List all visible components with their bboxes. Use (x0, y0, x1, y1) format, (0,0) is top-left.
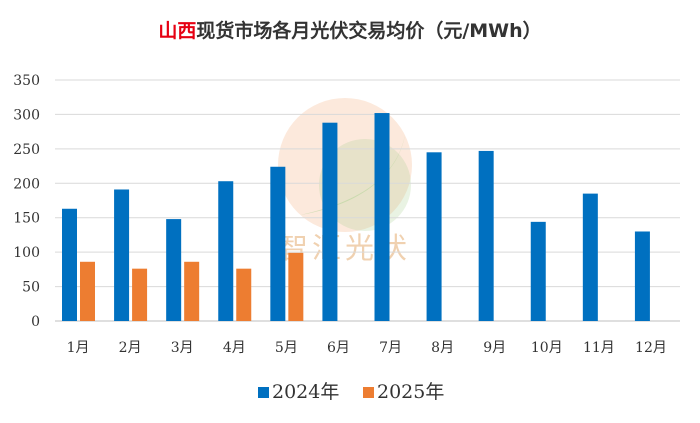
chart-title: 山西现货市场各月光伏交易均价（元/MWh） (0, 16, 700, 43)
bar-2025年-5月 (288, 252, 304, 321)
x-tick-label: 10月 (531, 340, 563, 356)
x-tick-label: 8月 (431, 340, 454, 356)
bar-2024年-4月 (218, 181, 234, 321)
legend-label-2025年: 2025年 (377, 381, 444, 403)
bar-2024年-2月 (114, 189, 130, 321)
x-tick-label: 11月 (583, 340, 615, 356)
y-tick-label: 100 (13, 245, 40, 261)
x-tick-label: 12月 (635, 340, 667, 356)
x-axis: 1月 2月 3月 4月 5月 6月 7月 8月 9月 10月 11月 12月 (67, 340, 667, 356)
legend-label-2024年: 2024年 (272, 381, 339, 403)
grid (55, 79, 680, 322)
bar-2024年-7月 (374, 113, 390, 322)
y-tick-label: 350 (13, 73, 40, 89)
y-tick-label: 250 (13, 142, 40, 158)
bar-2024年-1月 (62, 208, 77, 321)
y-tick-label: 150 (13, 211, 40, 227)
bars (62, 113, 650, 322)
x-tick-label: 5月 (275, 340, 298, 356)
bar-2024年-6月 (322, 122, 338, 321)
bar-2025年-1月 (80, 261, 95, 321)
x-tick-label: 7月 (379, 340, 402, 356)
y-tick-label: 200 (13, 176, 40, 192)
bar-2024年-12月 (634, 231, 650, 321)
bar-2024年-9月 (478, 150, 494, 321)
bar-2025年-4月 (236, 268, 252, 321)
x-tick-label: 3月 (171, 340, 194, 356)
legend-swatch-2024年 (258, 387, 269, 398)
bar-2024年-11月 (582, 193, 598, 321)
bar-2025年-3月 (184, 261, 200, 321)
watermark-logo: 智汇光伏 (278, 98, 412, 265)
x-tick-label: 6月 (327, 340, 350, 356)
legend-swatch-2025年 (363, 387, 374, 398)
x-tick-label: 2月 (119, 340, 142, 356)
y-tick-label: 300 (13, 107, 40, 123)
bar-2024年-10月 (530, 221, 546, 321)
bar-2024年-5月 (270, 166, 286, 321)
bar-2025年-2月 (132, 268, 148, 321)
bar-2024年-3月 (166, 219, 182, 321)
x-tick-label: 1月 (67, 340, 90, 356)
bar-2024年-8月 (426, 152, 442, 321)
x-tick-label: 9月 (483, 340, 506, 356)
y-tick-label: 50 (22, 280, 40, 296)
y-axis: 0 50 100 150 200 250 300 350 (13, 73, 40, 330)
title-highlight: 山西 (158, 20, 197, 42)
x-tick-label: 4月 (223, 340, 246, 356)
title-rest: 现货市场各月光伏交易均价（元/MWh） (196, 20, 542, 42)
legend: 2024年 2025年 (258, 381, 444, 403)
y-tick-label: 0 (31, 314, 40, 330)
